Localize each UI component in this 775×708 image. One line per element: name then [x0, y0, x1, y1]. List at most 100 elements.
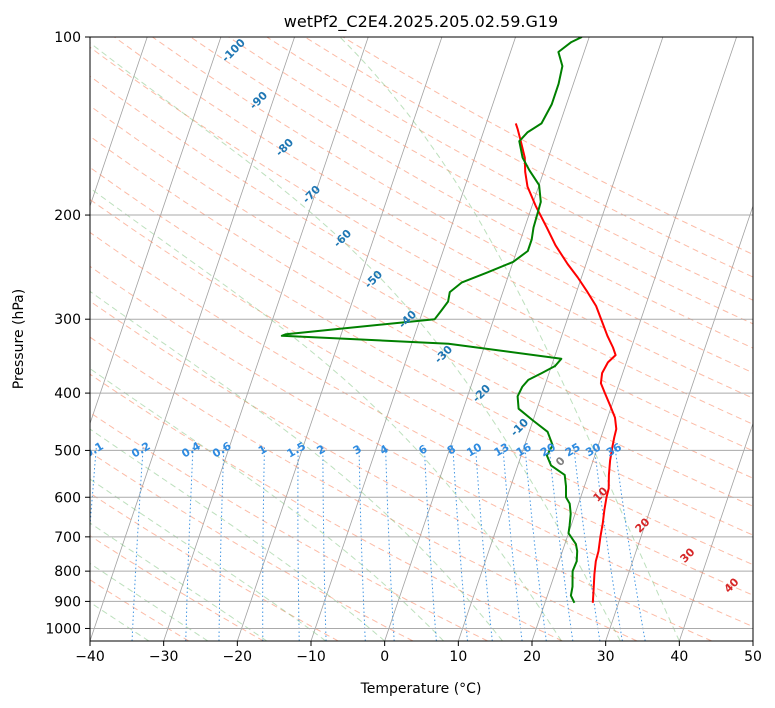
y-axis-ticks: 100 200 300 400 500 600 700 800 900 1000 — [45, 30, 90, 637]
dry-adiabat-line — [90, 579, 190, 641]
dry-adiabat-line — [90, 492, 339, 641]
isotherm-line — [752, 639, 753, 641]
y-tick-label: 600 — [54, 490, 81, 506]
plot-frame — [89, 36, 754, 642]
moist-adiabat-line — [90, 562, 209, 641]
y-tick-label: 800 — [54, 564, 81, 580]
mixing-ratio-label: 0.4 — [179, 439, 203, 460]
isotherm-line — [90, 37, 222, 425]
dry-adiabat-line — [90, 535, 264, 641]
dry-adiabat-line — [152, 37, 753, 374]
isotherm-line — [531, 37, 737, 641]
x-tick-label: 30 — [597, 649, 615, 665]
mixing-ratio-label: 36 — [604, 440, 624, 459]
isotherm-line — [90, 37, 148, 208]
x-tick-label: 20 — [523, 649, 541, 665]
y-tick-label: 700 — [54, 530, 81, 546]
x-tick-label: 0 — [380, 649, 389, 665]
x-axis-label: Temperature (°C) — [360, 681, 482, 697]
moist-adiabat-line — [90, 42, 621, 641]
line-labels: -100-90-80-70-60-50-40-30-20-10010203040… — [90, 36, 742, 596]
mixing-ratio-line — [502, 445, 523, 641]
y-tick-label: 500 — [54, 443, 81, 459]
dry-adiabat-line — [228, 37, 753, 325]
dry-adiabat-label: -20 — [470, 382, 493, 405]
dry-adiabat-label: 30 — [678, 545, 698, 565]
mixing-ratio-line — [322, 445, 327, 641]
dry-adiabat-label: -100 — [219, 36, 248, 65]
dry-adiabat-line — [190, 37, 753, 349]
dry-adiabat-line — [90, 46, 753, 425]
isotherm-line — [605, 204, 753, 641]
mixing-ratio-line — [573, 445, 601, 641]
x-tick-label: −30 — [149, 649, 179, 665]
mixing-ratio-label: 30 — [583, 440, 603, 459]
isotherm-line — [90, 37, 295, 641]
mixing-ratio-label: 16 — [514, 440, 534, 459]
mixing-ratio-line — [474, 445, 493, 641]
moist-adiabat-line — [90, 522, 268, 641]
dry-adiabat-line — [304, 37, 753, 278]
moist-adiabat-line — [90, 187, 562, 641]
y-axis-label: Pressure (hPa) — [11, 289, 27, 389]
dry-adiabat-line — [90, 451, 414, 641]
dry-adiabat-line — [90, 411, 488, 641]
x-axis-ticks: −40 −30 −20 −10 0 10 20 30 40 50 — [75, 641, 762, 665]
dewpoint-profile-line — [280, 37, 583, 604]
mixing-ratio-line — [358, 445, 366, 641]
mixing-ratio-line — [614, 445, 646, 641]
moist-adiabat-line — [90, 367, 444, 641]
dry-adiabat-line — [90, 300, 712, 641]
y-tick-label: 400 — [54, 386, 81, 402]
mixing-ratio-label: 0.6 — [210, 439, 234, 460]
mixing-ratio-line — [548, 445, 574, 641]
mixing-ratio-line — [262, 445, 265, 641]
dry-adiabat-label: -60 — [331, 227, 354, 250]
mixing-ratio-line — [297, 445, 300, 641]
mixing-ratio-line — [131, 445, 144, 641]
isotherm-line — [384, 37, 590, 641]
temperature-profile-line — [514, 123, 618, 603]
x-tick-label: −10 — [296, 649, 326, 665]
dry-adiabat-line — [114, 37, 753, 399]
mixing-ratio-label: 13 — [492, 440, 512, 459]
mixing-ratio-label: 6 — [416, 442, 429, 457]
x-tick-label: 10 — [449, 649, 467, 665]
mixing-ratio-line — [593, 445, 623, 641]
dry-adiabat-label: 40 — [722, 575, 742, 595]
dry-adiabat-line — [90, 231, 753, 596]
y-tick-label: 200 — [54, 208, 81, 224]
dry-adiabat-label: -90 — [247, 89, 270, 112]
background-lines — [90, 37, 753, 641]
y-tick-label: 900 — [54, 594, 81, 610]
plot-area: -100-90-80-70-60-50-40-30-20-10010203040… — [90, 36, 753, 641]
mixing-ratio-line — [90, 445, 97, 534]
moist-adiabat-line — [90, 290, 503, 641]
mixing-ratio-line — [385, 445, 395, 641]
mixing-ratio-label: 10 — [464, 440, 484, 459]
dry-adiabat-line — [90, 373, 563, 641]
y-tick-label: 1000 — [45, 621, 81, 637]
dry-adiabat-line — [90, 336, 638, 641]
x-tick-label: 50 — [744, 649, 762, 665]
isotherm-line — [457, 37, 664, 641]
isotherm-line — [163, 37, 369, 641]
x-tick-label: −40 — [75, 649, 105, 665]
moist-adiabat-line — [90, 428, 386, 641]
moist-adiabat-line — [339, 37, 680, 641]
isotherm-line — [310, 37, 516, 641]
dry-adiabat-line — [90, 265, 753, 628]
x-tick-label: 40 — [670, 649, 688, 665]
isobar-grid — [90, 37, 753, 629]
mixing-ratio-line — [524, 445, 547, 641]
sounding-profiles — [280, 37, 618, 604]
mixing-ratio-line — [452, 445, 468, 641]
dry-adiabat-line — [90, 75, 753, 452]
y-tick-label: 300 — [54, 312, 81, 328]
x-tick-label: −20 — [223, 649, 253, 665]
dry-adiabat-label: -70 — [300, 183, 323, 206]
moist-adiabat-line — [90, 478, 326, 641]
dry-adiabat-line — [90, 198, 753, 566]
dry-adiabat-line — [90, 135, 753, 507]
